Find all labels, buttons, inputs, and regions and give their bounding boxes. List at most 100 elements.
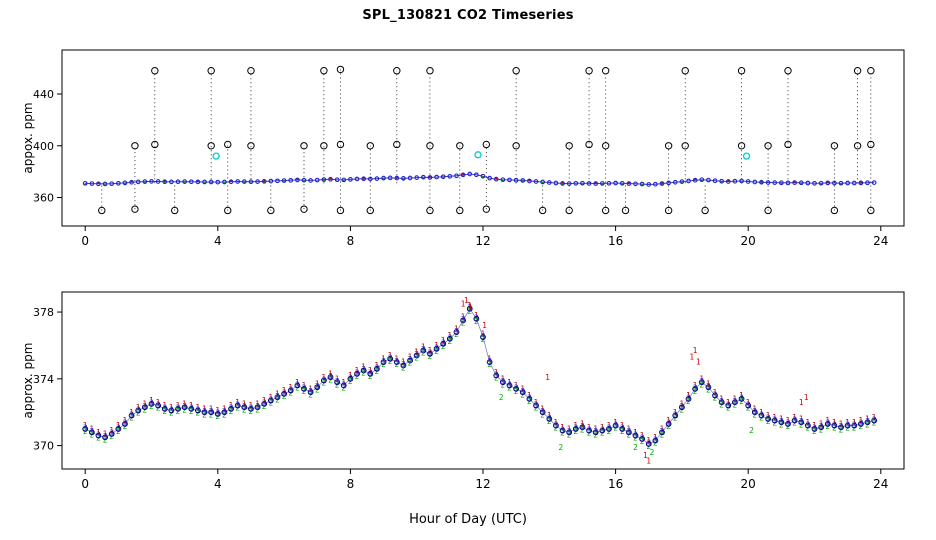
svg-text:1: 1	[514, 381, 519, 390]
svg-text:3: 3	[534, 400, 539, 409]
svg-text:1: 1	[600, 423, 605, 432]
svg-text:3: 3	[746, 400, 751, 409]
svg-text:3: 3	[494, 370, 499, 379]
svg-text:3: 3	[388, 354, 393, 363]
svg-text:3: 3	[520, 387, 525, 396]
svg-text:1: 1	[89, 425, 94, 434]
svg-text:3: 3	[500, 377, 505, 386]
svg-text:3: 3	[116, 424, 121, 433]
svg-text:1: 1	[202, 404, 207, 413]
svg-text:1: 1	[545, 373, 550, 382]
svg-text:1: 1	[653, 433, 658, 442]
svg-text:1: 1	[262, 396, 267, 405]
svg-text:378: 378	[33, 306, 54, 319]
svg-text:0: 0	[81, 477, 89, 491]
svg-text:1: 1	[804, 393, 809, 402]
svg-text:3: 3	[162, 404, 167, 413]
svg-text:1: 1	[109, 426, 114, 435]
svg-text:3: 3	[401, 360, 406, 369]
svg-text:1: 1	[142, 399, 147, 408]
svg-text:2: 2	[499, 393, 504, 402]
svg-text:1: 1	[434, 341, 439, 350]
svg-text:3: 3	[587, 425, 592, 434]
svg-text:3: 3	[447, 334, 452, 343]
svg-text:1: 1	[560, 423, 565, 432]
svg-text:1: 1	[222, 404, 227, 413]
svg-text:1: 1	[494, 368, 499, 377]
svg-text:1: 1	[83, 421, 88, 430]
svg-text:3: 3	[428, 349, 433, 358]
svg-text:3: 3	[196, 405, 201, 414]
svg-text:3: 3	[554, 420, 559, 429]
top-panel-chart: 360 400 440 0 4 8 12 16 20 24 appox. ppm	[21, 49, 905, 248]
svg-text:1: 1	[680, 399, 685, 408]
svg-text:1: 1	[441, 336, 446, 345]
svg-text:1: 1	[196, 403, 201, 412]
svg-text:1: 1	[321, 373, 326, 382]
svg-text:1: 1	[607, 421, 612, 430]
svg-text:3: 3	[282, 389, 287, 398]
svg-text:3: 3	[832, 420, 837, 429]
svg-text:3: 3	[348, 374, 353, 383]
svg-text:1: 1	[282, 386, 287, 395]
svg-text:1: 1	[375, 361, 380, 370]
svg-text:1: 1	[487, 354, 492, 363]
svg-text:370: 370	[33, 440, 54, 453]
svg-text:3: 3	[83, 424, 88, 433]
svg-text:1: 1	[249, 401, 254, 410]
svg-text:1: 1	[288, 383, 293, 392]
connector-line	[85, 308, 875, 445]
svg-text:2: 2	[749, 426, 754, 435]
svg-text:3: 3	[454, 327, 459, 336]
svg-text:1: 1	[772, 413, 777, 422]
svg-text:12: 12	[475, 234, 490, 248]
svg-text:3: 3	[686, 394, 691, 403]
svg-text:3: 3	[255, 402, 260, 411]
svg-text:1: 1	[482, 321, 487, 330]
svg-text:1: 1	[361, 363, 366, 372]
bottom-y-axis-label: approx. ppm	[21, 343, 35, 419]
svg-text:3: 3	[295, 380, 300, 389]
svg-text:3: 3	[381, 357, 386, 366]
svg-text:3: 3	[209, 407, 214, 416]
svg-text:1: 1	[689, 353, 694, 362]
svg-text:1: 1	[302, 381, 307, 390]
svg-text:1: 1	[633, 428, 638, 437]
svg-text:0: 0	[81, 234, 89, 248]
svg-text:8: 8	[347, 477, 355, 491]
svg-text:2: 2	[650, 448, 655, 457]
svg-text:1: 1	[464, 296, 469, 305]
svg-text:3: 3	[779, 417, 784, 426]
svg-text:1: 1	[162, 401, 167, 410]
svg-text:1: 1	[739, 391, 744, 400]
svg-text:1: 1	[500, 374, 505, 383]
svg-text:3: 3	[149, 399, 154, 408]
svg-text:1: 1	[573, 421, 578, 430]
svg-text:3: 3	[719, 397, 724, 406]
svg-text:3: 3	[308, 387, 313, 396]
svg-text:3: 3	[262, 399, 267, 408]
svg-text:1: 1	[182, 399, 187, 408]
svg-text:1: 1	[461, 299, 466, 308]
svg-text:1: 1	[852, 418, 857, 427]
svg-text:3: 3	[733, 397, 738, 406]
svg-text:1: 1	[540, 404, 545, 413]
svg-text:3: 3	[414, 350, 419, 359]
svg-text:1: 1	[706, 379, 711, 388]
svg-text:3: 3	[640, 434, 645, 443]
svg-text:1: 1	[580, 420, 585, 429]
svg-text:1: 1	[693, 381, 698, 390]
svg-text:1: 1	[461, 313, 466, 322]
svg-text:1: 1	[626, 425, 631, 434]
svg-text:3: 3	[335, 377, 340, 386]
svg-text:2: 2	[633, 443, 638, 452]
svg-text:3: 3	[839, 422, 844, 431]
svg-text:1: 1	[646, 436, 651, 445]
svg-text:1: 1	[666, 416, 671, 425]
svg-text:1: 1	[786, 416, 791, 425]
svg-text:3: 3	[726, 400, 731, 409]
svg-text:3: 3	[123, 419, 128, 428]
